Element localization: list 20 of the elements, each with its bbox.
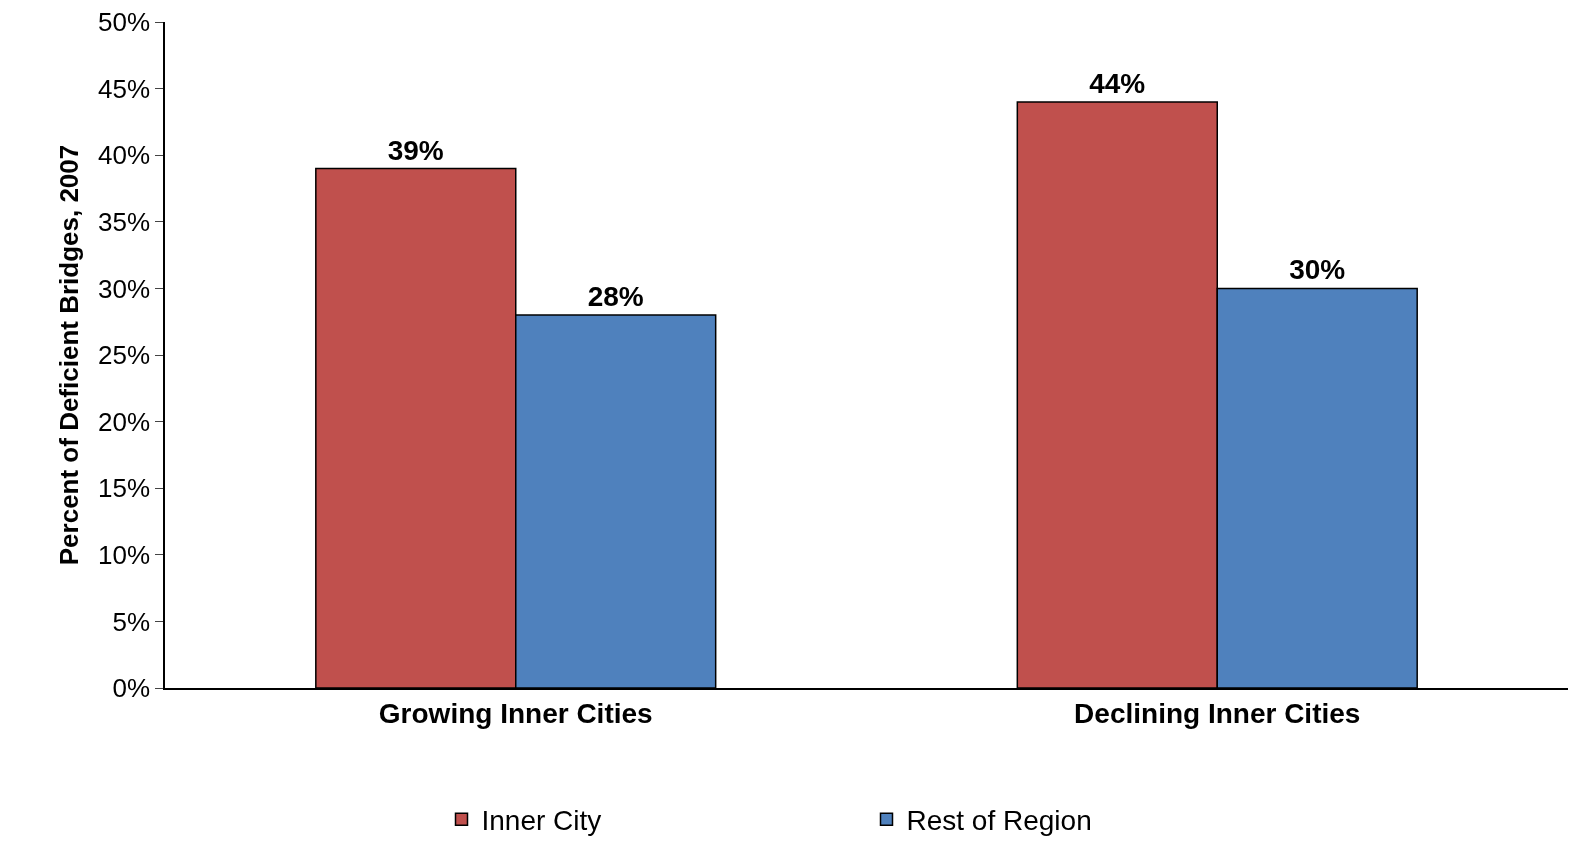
x-tick-label: Declining Inner Cities [1074,698,1361,730]
data-label: 44% [1089,67,1146,99]
y-tick-label: 15% [98,473,151,504]
y-tick-label: 5% [112,606,151,637]
y-tick-label: 35% [98,206,151,237]
y-tick-label: 25% [98,340,151,371]
legend-label: Inner City [481,805,602,837]
legend-label: Rest of Region [906,805,1092,837]
y-tick-label: 50% [98,7,151,38]
y-tick-label: 45% [98,73,151,104]
y-tick-label: 0% [112,673,151,704]
data-label: 30% [1289,254,1346,286]
y-tick-label: 30% [98,273,151,304]
data-label: 39% [387,134,444,166]
data-label: 28% [587,281,644,313]
y-tick-label: 10% [98,539,151,570]
y-axis-title: Percent of Deficient Bridges, 2007 [53,144,84,566]
y-tick-label: 40% [98,140,151,171]
y-tick-label: 20% [98,406,151,437]
x-tick-label: Growing Inner Cities [378,698,653,730]
